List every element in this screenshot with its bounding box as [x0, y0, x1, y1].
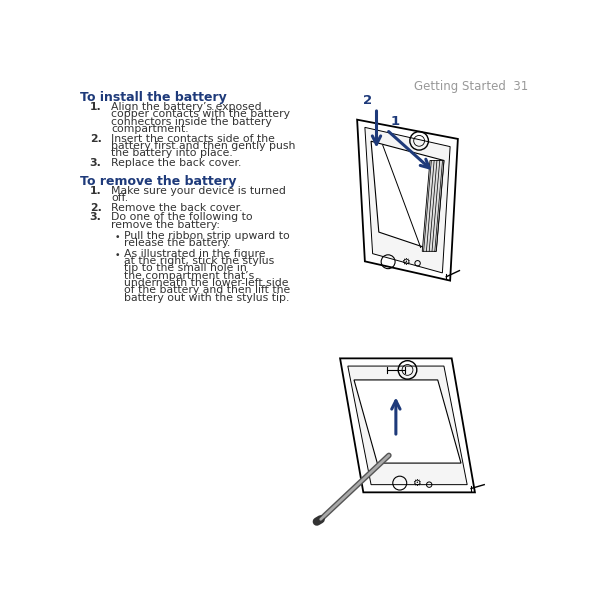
Text: Remove the back cover.: Remove the back cover.: [112, 203, 243, 213]
Polygon shape: [371, 141, 444, 251]
Polygon shape: [357, 120, 458, 280]
Text: battery out with the stylus tip.: battery out with the stylus tip.: [124, 292, 289, 302]
Text: battery first and then gently push: battery first and then gently push: [112, 141, 296, 151]
Text: Do one of the following to: Do one of the following to: [112, 212, 253, 222]
Text: of the battery and then lift the: of the battery and then lift the: [124, 285, 290, 295]
Text: 3.: 3.: [90, 212, 102, 222]
Text: 1.: 1.: [90, 102, 102, 112]
Text: tip to the small hole in: tip to the small hole in: [124, 263, 247, 273]
Text: at the right, stick the stylus: at the right, stick the stylus: [124, 256, 274, 266]
Text: Replace the back cover.: Replace the back cover.: [112, 158, 242, 168]
Text: 2: 2: [364, 94, 372, 107]
Text: remove the battery:: remove the battery:: [112, 220, 220, 229]
Text: To remove the battery: To remove the battery: [80, 175, 237, 188]
Text: ⚙: ⚙: [412, 478, 421, 488]
Text: 3.: 3.: [90, 158, 102, 168]
Text: 1.: 1.: [90, 186, 102, 196]
Polygon shape: [422, 161, 444, 251]
Text: connectors inside the battery: connectors inside the battery: [112, 117, 272, 126]
Text: Make sure your device is turned: Make sure your device is turned: [112, 186, 286, 196]
Text: copper contacts with the battery: copper contacts with the battery: [112, 109, 290, 119]
Text: Insert the contacts side of the: Insert the contacts side of the: [112, 133, 276, 144]
Text: compartment.: compartment.: [112, 124, 189, 134]
Text: •: •: [114, 251, 119, 260]
Text: Align the battery’s exposed: Align the battery’s exposed: [112, 102, 262, 112]
Text: off.: off.: [112, 193, 128, 203]
Polygon shape: [340, 358, 475, 492]
Text: 2.: 2.: [90, 133, 102, 144]
Text: ⚙: ⚙: [401, 257, 409, 267]
Text: Pull the ribbon strip upward to: Pull the ribbon strip upward to: [124, 231, 290, 241]
Text: Getting Started  31: Getting Started 31: [414, 81, 529, 94]
Polygon shape: [354, 380, 461, 463]
Text: the battery into place.: the battery into place.: [112, 148, 233, 158]
Text: release the battery.: release the battery.: [124, 238, 230, 248]
Text: the compartment that’s: the compartment that’s: [124, 270, 254, 280]
Polygon shape: [365, 127, 450, 273]
Text: As illustrated in the figure: As illustrated in the figure: [124, 248, 266, 259]
Text: underneath the lower-left side: underneath the lower-left side: [124, 278, 288, 288]
Text: •: •: [114, 233, 119, 243]
Text: 2.: 2.: [90, 203, 102, 213]
Text: 1: 1: [390, 115, 400, 128]
Text: To install the battery: To install the battery: [80, 91, 227, 104]
Polygon shape: [348, 366, 467, 484]
